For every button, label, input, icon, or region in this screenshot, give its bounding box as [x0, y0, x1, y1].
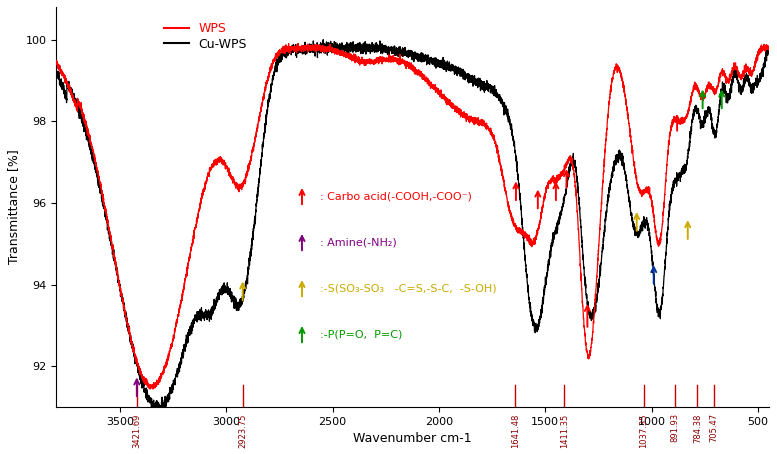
Text: 891.93: 891.93 — [670, 413, 679, 443]
Text: 705.47: 705.47 — [709, 413, 719, 443]
Text: 3421.69: 3421.69 — [132, 413, 141, 448]
Text: :-S(SO₃-SO₃   -C=S,-S-C,  -S-OH): :-S(SO₃-SO₃ -C=S,-S-C, -S-OH) — [320, 283, 497, 293]
Text: : Carbo acid(-COOH,-COO⁻): : Carbo acid(-COOH,-COO⁻) — [320, 191, 472, 201]
Text: 1641.48: 1641.48 — [510, 413, 520, 448]
Text: 1037.35: 1037.35 — [639, 413, 648, 448]
Text: 1411.35: 1411.35 — [559, 413, 569, 448]
X-axis label: Wavenumber cm-1: Wavenumber cm-1 — [353, 433, 472, 445]
Text: 784.38: 784.38 — [693, 413, 702, 443]
Legend: WPS, Cu-WPS: WPS, Cu-WPS — [159, 17, 252, 56]
Text: 2923.75: 2923.75 — [238, 413, 247, 448]
Y-axis label: Transmittance [%]: Transmittance [%] — [7, 150, 20, 264]
Text: : Amine(-NH₂): : Amine(-NH₂) — [320, 237, 396, 247]
Text: :-P(P=O,  P=C): :-P(P=O, P=C) — [320, 329, 402, 339]
